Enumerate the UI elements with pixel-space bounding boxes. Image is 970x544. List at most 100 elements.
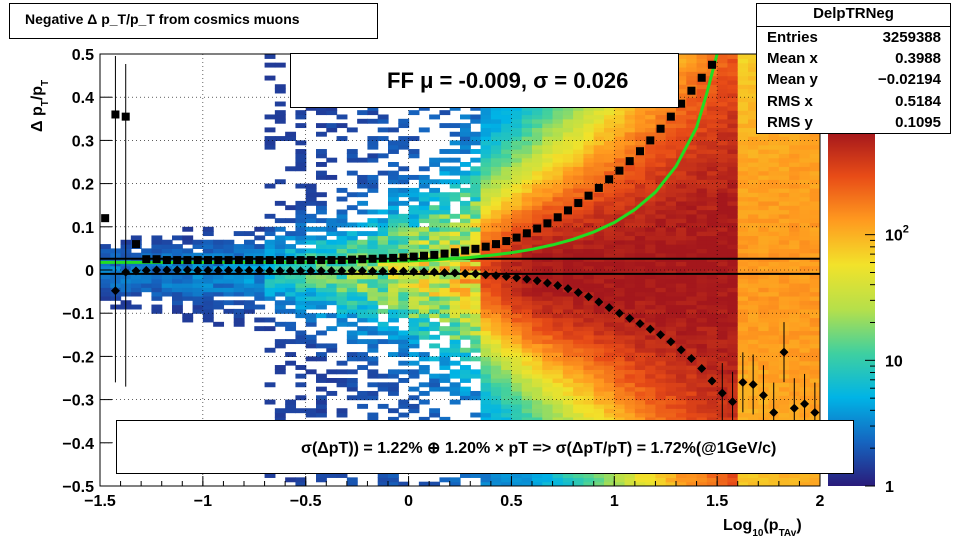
heatmap-cell (542, 187, 554, 193)
heatmap-cell (521, 153, 533, 159)
heatmap-cell (172, 248, 183, 254)
heatmap-cell (336, 136, 348, 141)
heatmap-cell (676, 231, 687, 237)
heatmap-cell (542, 162, 554, 167)
heatmap-cell (542, 403, 554, 409)
heatmap-cell (634, 179, 646, 185)
heatmap-cell (470, 149, 482, 154)
heatmap-cell (357, 317, 369, 323)
heatmap-cell (706, 278, 718, 284)
heatmap-cell (552, 192, 564, 198)
stats-histogram-name: DelpTRNeg (813, 5, 894, 22)
heatmap-cell (377, 339, 389, 345)
heatmap-cell (655, 326, 667, 332)
heatmap-cell (326, 347, 338, 353)
heatmap-cell (521, 343, 533, 349)
heatmap-cell (593, 321, 605, 327)
heatmap-cell (604, 244, 615, 249)
heatmap-cell (655, 473, 667, 478)
heatmap-cell (686, 226, 698, 232)
heatmap-cell (367, 282, 379, 288)
heatmap-cell (449, 343, 461, 349)
heatmap-cell (593, 416, 605, 422)
heatmap-cell (398, 352, 410, 357)
heatmap-cell (254, 287, 266, 293)
heatmap-cell (634, 239, 646, 245)
heatmap-cell (696, 304, 708, 310)
heatmap-cell (532, 408, 543, 414)
heatmap-cell (593, 477, 605, 483)
heatmap-cell (727, 291, 739, 297)
heatmap-cell (655, 282, 667, 288)
heatmap-cell (552, 300, 564, 306)
heatmap-cell (377, 287, 389, 293)
heatmap-cell (480, 412, 492, 418)
heatmap-cell (521, 192, 533, 198)
heatmap-cell (634, 261, 646, 267)
heatmap-cell (408, 222, 420, 228)
heatmap-cell (316, 403, 327, 409)
heatmap-cell (727, 79, 739, 85)
heatmap-cell (285, 244, 297, 249)
heatmap-cell (634, 386, 646, 392)
mean-marker (378, 254, 387, 263)
heatmap-cell (645, 149, 657, 154)
heatmap-cell (398, 399, 410, 405)
heatmap-cell (100, 274, 111, 280)
heatmap-cell (480, 278, 492, 284)
heatmap-cell (665, 179, 677, 185)
heatmap-cell (624, 144, 636, 150)
heatmap-cell (604, 278, 615, 284)
heatmap-cell (686, 408, 698, 414)
heatmap-cell (501, 408, 513, 414)
heatmap-cell (809, 317, 820, 323)
heatmap-cell (223, 278, 235, 284)
heatmap-cell (521, 295, 533, 301)
heatmap-cell (562, 356, 574, 362)
heatmap-cell (501, 110, 513, 116)
heatmap-cell (254, 295, 266, 301)
heatmap-cell (686, 300, 698, 306)
heatmap-cell (501, 183, 513, 189)
heatmap-cell (645, 403, 657, 409)
heatmap-cell (645, 144, 657, 150)
heatmap-cell (583, 265, 595, 271)
heatmap-cell (799, 473, 811, 478)
heatmap-cell (614, 378, 626, 383)
heatmap-cell (634, 278, 646, 284)
heatmap-cell (532, 196, 543, 202)
heatmap-cell (552, 321, 564, 327)
heatmap-cell (460, 326, 471, 332)
heatmap-cell (552, 334, 564, 340)
heatmap-cell (706, 92, 718, 98)
heatmap-cell (614, 412, 626, 418)
heatmap-cell (614, 343, 626, 349)
heatmap-cell (418, 416, 430, 422)
heatmap-cell (778, 274, 790, 280)
heatmap-cell (357, 110, 369, 116)
heatmap-cell (778, 183, 790, 189)
heatmap-cell (326, 218, 338, 224)
heatmap-cell (645, 343, 657, 349)
heatmap-cell (717, 79, 729, 85)
heatmap-cell (552, 326, 564, 332)
heatmap-cell (624, 347, 636, 353)
heatmap-cell (583, 162, 595, 167)
heatmap-cell (593, 287, 605, 293)
heatmap-cell (418, 356, 430, 362)
heatmap-cell (645, 196, 657, 202)
heatmap-cell (727, 136, 739, 141)
heatmap-cell (490, 317, 502, 323)
heatmap-cell (490, 300, 502, 306)
heatmap-cell (604, 239, 615, 245)
heatmap-cell (367, 244, 379, 249)
heatmap-cell (295, 110, 307, 116)
mean-marker (450, 248, 459, 257)
heatmap-cell (521, 373, 533, 379)
heatmap-cell (367, 118, 379, 124)
heatmap-cell (748, 162, 759, 167)
heatmap-cell (542, 326, 554, 332)
heatmap-cell (634, 153, 646, 159)
heatmap-cell (562, 477, 574, 483)
sigma-marker (800, 399, 810, 409)
